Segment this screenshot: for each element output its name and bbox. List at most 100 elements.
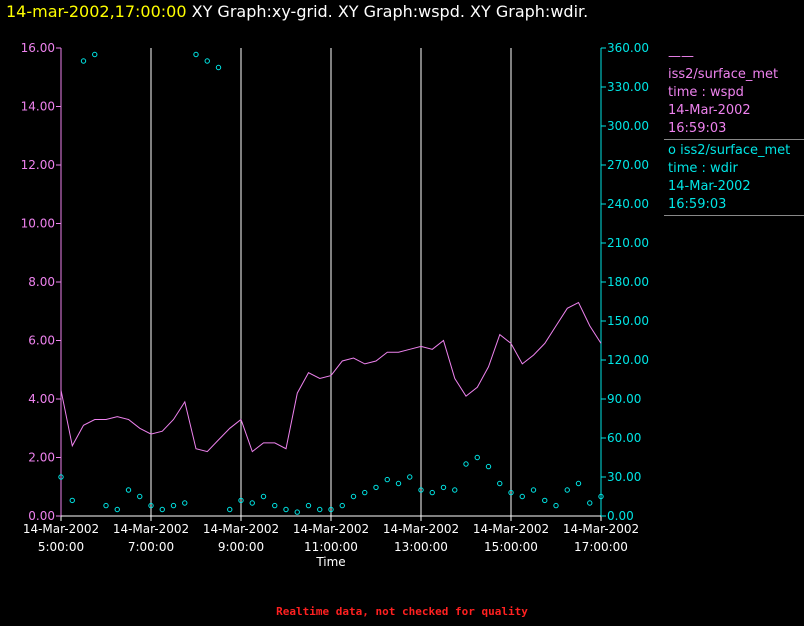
x-tick-label-time: 17:00:00 <box>574 540 628 554</box>
y-right-tick-label: 330.00 <box>607 80 649 94</box>
wdir-point <box>474 454 480 461</box>
wdir-point <box>148 502 154 509</box>
y-left-tick-label: 14.00 <box>21 100 55 114</box>
wdir-point <box>103 502 109 509</box>
wdir-point <box>407 474 413 480</box>
wdir-point <box>193 51 199 58</box>
x-tick-label-time: 15:00:00 <box>484 540 538 554</box>
x-tick-label-date: 14-Mar-2002 <box>203 522 279 536</box>
wdir-point <box>485 463 492 470</box>
wdir-point <box>238 497 244 504</box>
y-left-tick-label: 2.00 <box>28 451 55 465</box>
wdir-point <box>92 51 98 58</box>
wdir-point <box>114 506 120 513</box>
y-right-tick-label: 300.00 <box>607 119 649 133</box>
wdir-point <box>317 506 323 513</box>
y-left-tick-label: 6.00 <box>28 334 55 348</box>
y-right-tick-label: 30.00 <box>607 470 641 484</box>
wdir-point <box>204 58 210 64</box>
x-tick-label-date: 14-Mar-2002 <box>563 522 639 536</box>
wdir-point <box>227 506 233 513</box>
wdir-point <box>137 493 143 500</box>
wdir-point <box>339 502 345 509</box>
wdir-point <box>362 489 368 496</box>
wdir-point <box>328 506 334 513</box>
wdir-point <box>418 487 424 493</box>
x-tick-label-date: 14-Mar-2002 <box>473 522 549 536</box>
wdir-point <box>564 487 570 493</box>
wdir-point <box>384 476 390 483</box>
wdir-point <box>260 493 267 500</box>
wdir-point <box>395 480 402 487</box>
x-axis-label: Time <box>316 555 346 569</box>
y-right-tick-label: 360.00 <box>607 41 649 55</box>
y-left-tick-label: 8.00 <box>28 275 55 289</box>
legend-line3: 14-Mar-2002 <box>668 103 751 118</box>
wdir-point <box>182 500 188 506</box>
wdir-point <box>159 506 165 513</box>
y-left-tick-label: 12.00 <box>21 158 55 172</box>
y-right-tick-label: 90.00 <box>607 392 641 406</box>
line-swatch-icon: —— <box>668 49 694 64</box>
y-right-tick-label: 180.00 <box>607 275 649 289</box>
wdir-point <box>463 461 469 467</box>
x-tick-label-time: 9:00:00 <box>218 540 264 554</box>
x-tick-label-date: 14-Mar-2002 <box>113 522 189 536</box>
legend-line3: 14-Mar-2002 <box>668 179 751 194</box>
graph-list: XY Graph:xy-grid. XY Graph:wspd. XY Grap… <box>191 2 589 21</box>
y-left-tick-label: 0.00 <box>28 509 55 523</box>
wdir-point <box>373 484 379 491</box>
legend-line2: time : wspd <box>668 85 744 100</box>
wdir-point <box>215 64 222 71</box>
x-tick-label-date: 14-Mar-2002 <box>23 522 99 536</box>
wdir-point <box>587 500 593 506</box>
graph-title: 14-mar-2002,17:00:00 XY Graph:xy-grid. X… <box>6 2 588 21</box>
y-left-tick-label: 16.00 <box>21 41 55 55</box>
x-tick-label-time: 5:00:00 <box>38 540 84 554</box>
y-right-tick-label: 210.00 <box>607 236 649 250</box>
legend: ——iss2/surface_met time : wspd 14-Mar-20… <box>664 46 804 216</box>
x-tick-label-time: 13:00:00 <box>394 540 448 554</box>
x-tick-label-time: 11:00:00 <box>304 540 358 554</box>
wdir-point <box>452 487 458 493</box>
wdir-point <box>440 484 447 491</box>
wdir-point <box>69 497 75 504</box>
y-right-tick-label: 120.00 <box>607 353 649 367</box>
wdir-point <box>125 487 132 493</box>
legend-line4: 16:59:03 <box>668 121 727 136</box>
legend-line1: o iss2/surface_met <box>668 143 791 158</box>
legend-entry-wdir: o iss2/surface_met time : wdir 14-Mar-20… <box>664 140 804 216</box>
wdir-point <box>294 509 300 515</box>
wdir-point <box>553 502 559 509</box>
wdir-point <box>429 489 435 496</box>
x-tick-label-date: 14-Mar-2002 <box>293 522 369 536</box>
y-right-tick-label: 240.00 <box>607 197 649 211</box>
wdir-point <box>575 480 582 487</box>
wdir-point <box>305 502 312 509</box>
wdir-point <box>519 493 525 500</box>
quality-warning: Realtime data, not checked for quality <box>276 605 528 618</box>
y-right-tick-label: 0.00 <box>607 509 634 523</box>
xy-chart: 14-Mar-2002 5:00:00 14-Mar-2002 7:00:00 14-M… <box>21 41 649 554</box>
x-tick-label-date: 14-Mar-2002 <box>383 522 459 536</box>
y-right-tick-label: 150.00 <box>607 314 649 328</box>
legend-line1: ——iss2/surface_met <box>668 49 779 82</box>
wspd-line <box>60 301 602 453</box>
wdir-point <box>508 489 514 496</box>
y-right-tick-label: 270.00 <box>607 158 649 172</box>
wdir-point <box>272 502 278 509</box>
legend-line4: 16:59:03 <box>668 197 727 212</box>
y-right-tick-label: 60.00 <box>607 431 641 445</box>
legend-entry-wspd: ——iss2/surface_met time : wspd 14-Mar-20… <box>664 46 804 140</box>
wdir-point <box>170 502 177 509</box>
wdir-point <box>80 58 87 64</box>
wdir-point <box>542 497 548 504</box>
circle-marker-icon: o <box>668 143 676 158</box>
y-left-tick-label: 4.00 <box>28 392 55 406</box>
x-tick-label-time: 7:00:00 <box>128 540 174 554</box>
y-left-tick-label: 10.00 <box>21 217 55 231</box>
wdir-point <box>58 474 64 480</box>
wdir-point <box>497 480 503 487</box>
wdir-point <box>530 487 537 493</box>
legend-line2: time : wdir <box>668 161 738 176</box>
